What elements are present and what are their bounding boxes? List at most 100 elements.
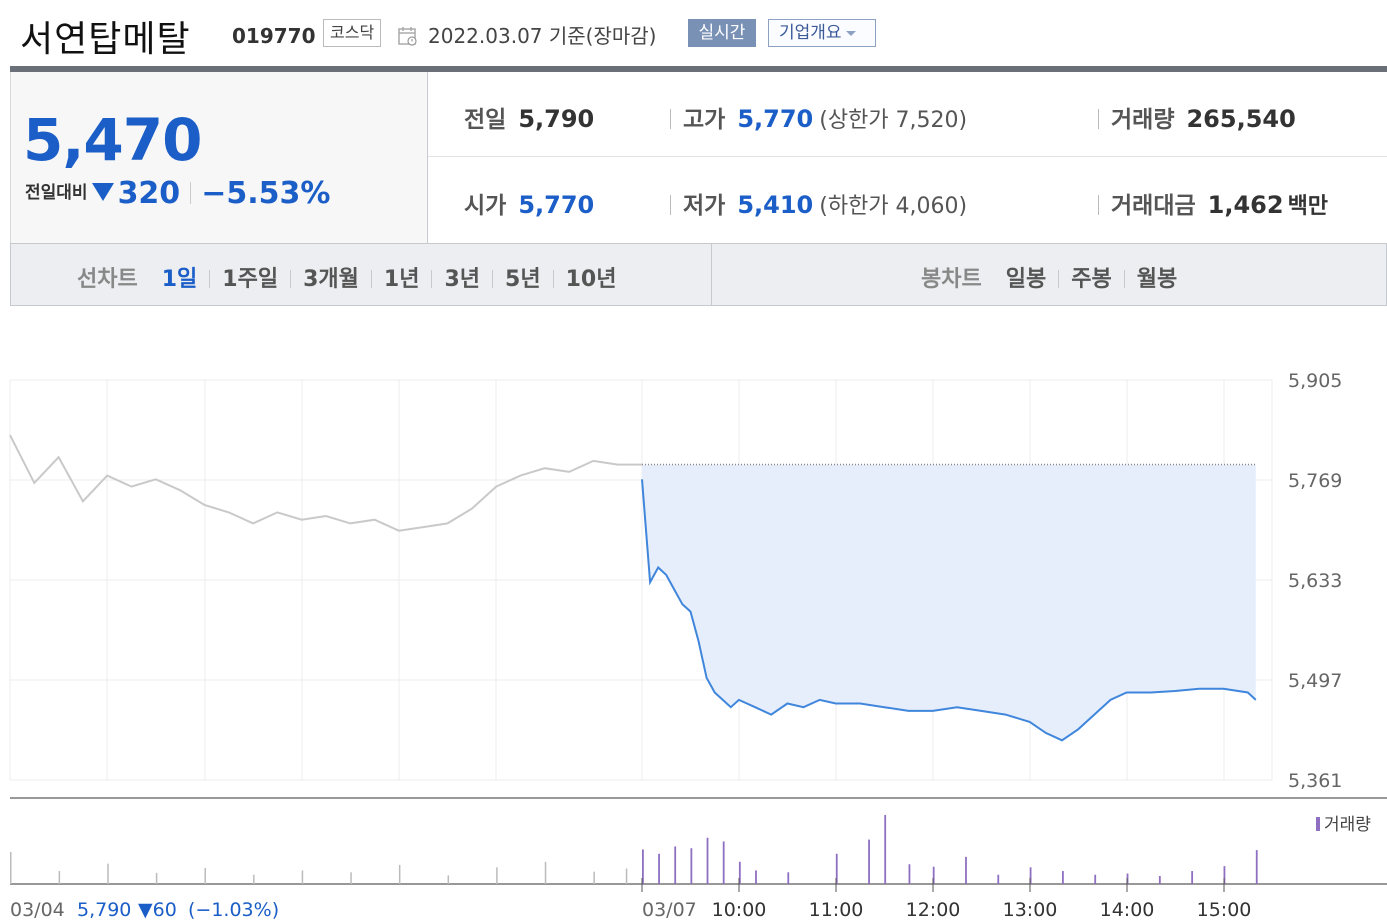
- volume-bar: [965, 856, 967, 884]
- realtime-button[interactable]: 실시간: [688, 19, 756, 47]
- low-value: 5,410: [737, 191, 814, 219]
- summary-row-1: 전일 5,790 고가 5,770 (상한가 7,520) 거래량 265,540: [428, 72, 1387, 157]
- tab-3y[interactable]: 3년: [444, 267, 481, 292]
- volume-bar: [738, 861, 741, 884]
- volume-bar: [1255, 850, 1258, 884]
- volume-bar: [496, 867, 498, 884]
- volume-bar: [1029, 867, 1032, 884]
- volume-bar: [350, 872, 352, 884]
- separator: [1058, 270, 1060, 288]
- prev-day-change-rate: (−1.03%): [188, 899, 279, 921]
- stock-code: 019770: [232, 24, 316, 48]
- today-area-fill: [642, 464, 1256, 741]
- line-chart-tabs: 선차트 1일 1주일 3개월 1년 3년 5년 10년: [77, 261, 616, 293]
- y-tick-label: 5,361: [1288, 770, 1342, 792]
- market-badge: 코스닥: [323, 19, 382, 47]
- open-value: 5,770: [518, 191, 595, 219]
- price-summary: 5,470 전일대비 320 −5.53% 전일 5,790 고가 5,770 (상한가 …: [10, 72, 1387, 244]
- volume-bar: [10, 851, 12, 884]
- tab-1y[interactable]: 1년: [383, 267, 420, 292]
- volume-bar: [642, 849, 644, 884]
- volume-bar: [253, 874, 255, 884]
- x-tick-label: 14:00: [1100, 899, 1155, 921]
- today-volume-bars: [642, 814, 1258, 884]
- y-tick-label: 5,905: [1288, 370, 1342, 392]
- volume-bar: [301, 870, 304, 884]
- volume-bar: [755, 870, 757, 884]
- open-label: 시가: [464, 193, 507, 219]
- high-price: 고가 5,770 (상한가 7,520): [670, 100, 967, 134]
- volume-bar: [107, 863, 109, 884]
- prev-day-volume-bars: [10, 851, 628, 884]
- y-tick-label: 5,769: [1288, 470, 1342, 492]
- change-label: 전일대비: [25, 183, 88, 203]
- volume-label: 거래량: [1111, 107, 1175, 133]
- x-tick-label: 12:00: [906, 899, 961, 921]
- tab-5y[interactable]: 5년: [505, 267, 541, 292]
- candle-chart-title: 봉차트: [921, 267, 982, 292]
- volume-bar: [544, 861, 547, 884]
- amount-label: 거래대금: [1111, 193, 1196, 219]
- separator: [670, 109, 671, 129]
- prev-day-close: 5,790: [77, 899, 131, 921]
- chevron-down-icon: [845, 30, 856, 36]
- separator: [492, 270, 494, 288]
- volume-bar: [447, 875, 450, 884]
- base-date: 2022.03.07 기준(장마감): [428, 24, 657, 48]
- volume-bar: [658, 853, 660, 884]
- tab-10y[interactable]: 10년: [565, 267, 617, 292]
- volume-bar: [908, 864, 911, 884]
- y-axis: 5,905 5,769 5,633 5,497 5,361: [1288, 370, 1342, 792]
- separator: [290, 270, 292, 288]
- x-tick-label: 10:00: [712, 899, 767, 921]
- low-price: 저가 5,410 (하한가 4,060): [670, 186, 967, 220]
- volume-bar: [868, 839, 870, 884]
- tab-1w[interactable]: 1주일: [222, 267, 279, 292]
- volume-bar: [884, 814, 887, 884]
- stock-name: 서연탑메탈: [20, 19, 191, 60]
- prev-day-date: 03/04: [10, 899, 65, 921]
- volume-bar: [674, 846, 677, 884]
- tab-1d[interactable]: 1일: [161, 267, 198, 292]
- prev-close-label: 전일: [464, 107, 507, 133]
- down-triangle-icon: [91, 183, 114, 201]
- x-tick-label: 11:00: [809, 899, 864, 921]
- company-overview-dropdown[interactable]: 기업개요: [768, 19, 876, 47]
- x-tick-label: 03/07: [642, 899, 697, 921]
- volume-bar: [593, 871, 595, 884]
- summary-row-2: 시가 5,770 저가 5,410 (하한가 4,060) 거래대금 1,462 백만: [428, 158, 1387, 243]
- volume-bar: [1191, 871, 1194, 884]
- intraday-price-chart: 5,905 5,769 5,633 5,497 5,361 거래량 03/07 10:00…: [9, 370, 1387, 921]
- volume-bar: [1094, 874, 1097, 884]
- company-overview-label: 기업개요: [779, 23, 842, 43]
- trade-amount: 거래대금 1,462 백만: [1098, 186, 1328, 220]
- separator: [370, 270, 372, 288]
- tab-daily[interactable]: 일봉: [1005, 267, 1047, 292]
- tab-weekly[interactable]: 주봉: [1071, 267, 1112, 292]
- volume-bar: [690, 848, 693, 884]
- open-price: 시가 5,770: [464, 186, 594, 220]
- volume-legend: 거래량: [1316, 815, 1371, 835]
- prev-close-value: 5,790: [518, 105, 595, 133]
- lower-limit: (하한가 4,060): [819, 194, 968, 219]
- volume-bar: [997, 874, 1000, 884]
- volume-bar: [1223, 866, 1226, 884]
- change-rate: −5.53%: [201, 176, 331, 211]
- prev-day-info: 03/04 5,790 ▼60 (−1.03%): [10, 899, 279, 921]
- prev-day-price-line: [9, 434, 642, 532]
- separator: [431, 270, 433, 288]
- tab-monthly[interactable]: 월봉: [1136, 267, 1178, 292]
- tab-3m[interactable]: 3개월: [303, 267, 359, 292]
- separator: [209, 270, 211, 288]
- today-price-line: [641, 479, 1257, 742]
- separator: [190, 182, 192, 204]
- volume-bar: [625, 868, 628, 884]
- volume-legend-swatch: [1316, 817, 1320, 831]
- separator: [1098, 109, 1099, 129]
- separator: [552, 270, 554, 288]
- x-tick-label: 15:00: [1197, 899, 1252, 921]
- change-amount: 320: [117, 176, 181, 211]
- volume-legend-label: 거래량: [1324, 815, 1371, 835]
- x-axis: 03/07 10:00 11:00 12:00 13:00 14:00 15:00: [641, 878, 1252, 921]
- volume-bar: [204, 867, 206, 884]
